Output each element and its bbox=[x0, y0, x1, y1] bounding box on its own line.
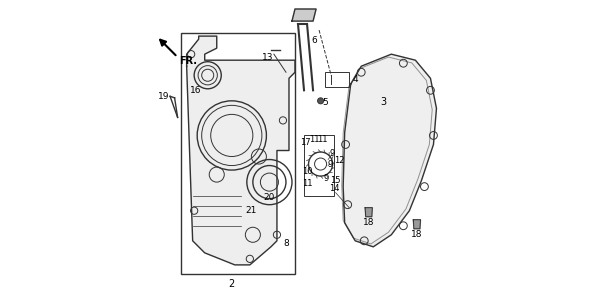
Text: 16: 16 bbox=[190, 86, 201, 95]
Text: FR.: FR. bbox=[179, 56, 197, 66]
Text: 14: 14 bbox=[329, 184, 340, 193]
Bar bbox=[181, 33, 295, 274]
Circle shape bbox=[317, 98, 323, 104]
Text: 2: 2 bbox=[229, 279, 235, 290]
Text: 18: 18 bbox=[363, 218, 375, 227]
Text: 10: 10 bbox=[302, 167, 312, 176]
Text: 9: 9 bbox=[330, 149, 335, 158]
Text: 8: 8 bbox=[283, 239, 289, 248]
Text: 11: 11 bbox=[309, 135, 320, 144]
Text: 12: 12 bbox=[335, 156, 345, 165]
Text: 11: 11 bbox=[317, 135, 327, 144]
Text: 17: 17 bbox=[300, 138, 311, 147]
Text: 18: 18 bbox=[411, 230, 422, 239]
Polygon shape bbox=[365, 208, 372, 217]
Text: 21: 21 bbox=[245, 206, 257, 215]
Text: 13: 13 bbox=[262, 53, 274, 62]
Text: 11: 11 bbox=[302, 178, 312, 188]
Text: 5: 5 bbox=[322, 98, 328, 107]
Bar bbox=[325, 72, 349, 87]
Text: 3: 3 bbox=[381, 97, 387, 107]
Text: 6: 6 bbox=[312, 36, 317, 45]
Bar bbox=[304, 135, 334, 196]
Text: 4: 4 bbox=[352, 75, 358, 84]
Polygon shape bbox=[292, 9, 316, 21]
Text: 19: 19 bbox=[158, 92, 170, 101]
Polygon shape bbox=[343, 54, 437, 247]
Text: 20: 20 bbox=[264, 193, 275, 202]
Text: 15: 15 bbox=[330, 176, 340, 185]
Polygon shape bbox=[186, 36, 295, 265]
Text: 9: 9 bbox=[328, 160, 333, 169]
Polygon shape bbox=[413, 220, 421, 229]
Text: 9: 9 bbox=[324, 174, 329, 183]
